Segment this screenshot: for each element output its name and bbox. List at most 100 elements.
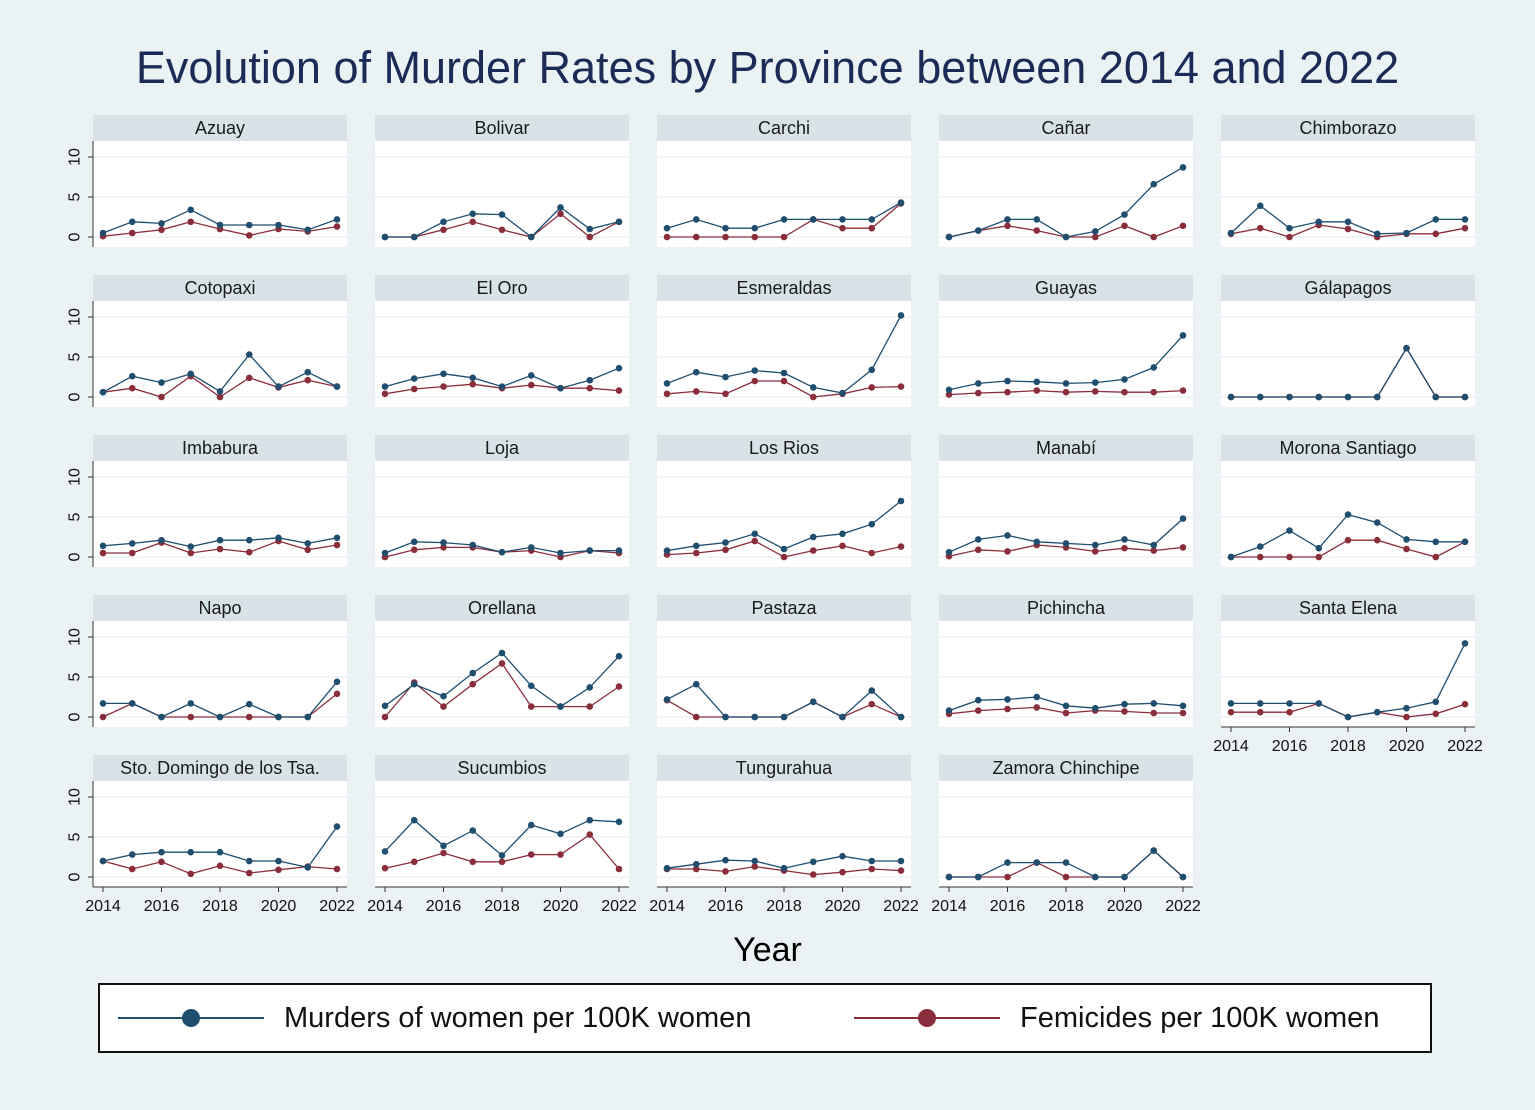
point-murders bbox=[692, 860, 700, 868]
panel-6 bbox=[375, 316, 629, 398]
point-murders bbox=[99, 229, 107, 237]
point-murders bbox=[1179, 515, 1187, 522]
point-femicides bbox=[751, 863, 759, 870]
point-murders bbox=[1121, 873, 1128, 881]
point-murders bbox=[440, 842, 447, 850]
y-tick-label: 10 bbox=[67, 468, 84, 486]
point-murders bbox=[945, 548, 953, 556]
point-murders bbox=[1121, 536, 1128, 543]
point-femicides bbox=[245, 869, 253, 877]
point-femicides bbox=[128, 229, 136, 237]
panel-23: 2014 2016 2018 2020 2022 bbox=[931, 796, 1201, 915]
point-femicides bbox=[440, 544, 447, 551]
point-murders bbox=[1432, 393, 1440, 401]
panel-title: Sto. Domingo de los Tsa. bbox=[93, 755, 347, 781]
point-femicides bbox=[128, 865, 136, 873]
point-murders bbox=[187, 848, 195, 856]
point-murders bbox=[1373, 708, 1381, 716]
point-murders bbox=[498, 211, 506, 218]
point-murders bbox=[245, 221, 253, 229]
point-murders bbox=[780, 216, 788, 223]
point-femicides bbox=[1004, 388, 1011, 396]
chart-title: Evolution of Murder Rates by Province be… bbox=[135, 42, 1400, 93]
point-femicides bbox=[751, 537, 759, 545]
point-murders bbox=[469, 827, 477, 834]
y-tick-label: 5 bbox=[67, 672, 84, 681]
point-femicides bbox=[1091, 388, 1099, 395]
point-murders bbox=[1121, 700, 1128, 708]
point-femicides bbox=[586, 703, 594, 710]
point-murders bbox=[809, 698, 817, 706]
point-femicides bbox=[897, 383, 905, 390]
point-murders bbox=[557, 703, 564, 710]
panel-21: 2014 2016 2018 2020 2022 bbox=[367, 796, 637, 915]
panel-plot-bg bbox=[939, 621, 1193, 727]
point-femicides bbox=[868, 384, 876, 391]
x-tick-label: 2018 bbox=[766, 898, 802, 915]
point-murders bbox=[245, 351, 253, 358]
x-tick-label: 2020 bbox=[261, 898, 297, 915]
point-murders bbox=[1256, 543, 1264, 550]
point-murders bbox=[1004, 216, 1011, 223]
series-line-murders bbox=[666, 683, 902, 718]
point-femicides bbox=[1150, 388, 1158, 396]
series-line-murders bbox=[1231, 346, 1465, 398]
point-femicides bbox=[245, 232, 253, 239]
point-murders bbox=[780, 864, 788, 872]
panel-title: Los Rios bbox=[657, 435, 911, 461]
y-tick-label: 0 bbox=[67, 232, 84, 241]
point-femicides bbox=[304, 546, 312, 554]
point-murders bbox=[1062, 859, 1070, 866]
point-femicides bbox=[586, 233, 594, 241]
series-line-murders bbox=[948, 166, 1184, 238]
point-murders bbox=[586, 225, 594, 233]
point-femicides bbox=[128, 384, 136, 392]
point-murders bbox=[158, 713, 165, 721]
point-femicides bbox=[1461, 700, 1469, 708]
point-femicides bbox=[1344, 536, 1352, 544]
legend-marker-murders bbox=[118, 1009, 264, 1027]
point-murders bbox=[99, 542, 107, 550]
panel-title: Sucumbios bbox=[375, 755, 629, 781]
panel-title: Tungurahua bbox=[657, 755, 911, 781]
point-murders bbox=[1286, 527, 1293, 534]
point-murders bbox=[780, 369, 788, 377]
point-murders bbox=[586, 547, 594, 554]
panel-title: Carchi bbox=[657, 115, 911, 141]
point-femicides bbox=[557, 851, 564, 858]
point-murders bbox=[1062, 540, 1070, 547]
point-murders bbox=[1033, 378, 1041, 386]
point-femicides bbox=[1150, 233, 1158, 241]
point-femicides bbox=[868, 865, 876, 873]
point-murders bbox=[722, 856, 729, 864]
panel-title: Loja bbox=[375, 435, 629, 461]
point-femicides bbox=[245, 713, 253, 721]
point-murders bbox=[158, 848, 165, 856]
point-femicides bbox=[1004, 222, 1011, 230]
panel-title: Zamora Chinchipe bbox=[939, 755, 1193, 781]
point-femicides bbox=[1121, 544, 1128, 552]
series-line-murders bbox=[103, 681, 338, 718]
panel-10: 0 5 10 bbox=[67, 461, 347, 567]
point-murders bbox=[1227, 229, 1235, 237]
point-murders bbox=[586, 816, 594, 824]
point-murders bbox=[128, 372, 136, 380]
panel-4 bbox=[1221, 156, 1475, 241]
panel-16 bbox=[375, 636, 629, 721]
point-murders bbox=[158, 379, 165, 386]
panel-8 bbox=[939, 316, 1193, 398]
point-murders bbox=[780, 545, 788, 553]
point-femicides bbox=[1062, 388, 1070, 396]
y-tick-label: 5 bbox=[67, 192, 84, 201]
point-femicides bbox=[945, 391, 953, 398]
point-murders bbox=[1256, 202, 1264, 210]
point-femicides bbox=[897, 543, 905, 550]
point-femicides bbox=[780, 377, 788, 385]
point-femicides bbox=[722, 233, 729, 241]
point-murders bbox=[440, 692, 447, 700]
point-murders bbox=[557, 384, 564, 392]
point-murders bbox=[99, 700, 107, 707]
series-line-femicides bbox=[1231, 346, 1465, 398]
point-murders bbox=[187, 543, 195, 550]
point-femicides bbox=[333, 690, 341, 698]
